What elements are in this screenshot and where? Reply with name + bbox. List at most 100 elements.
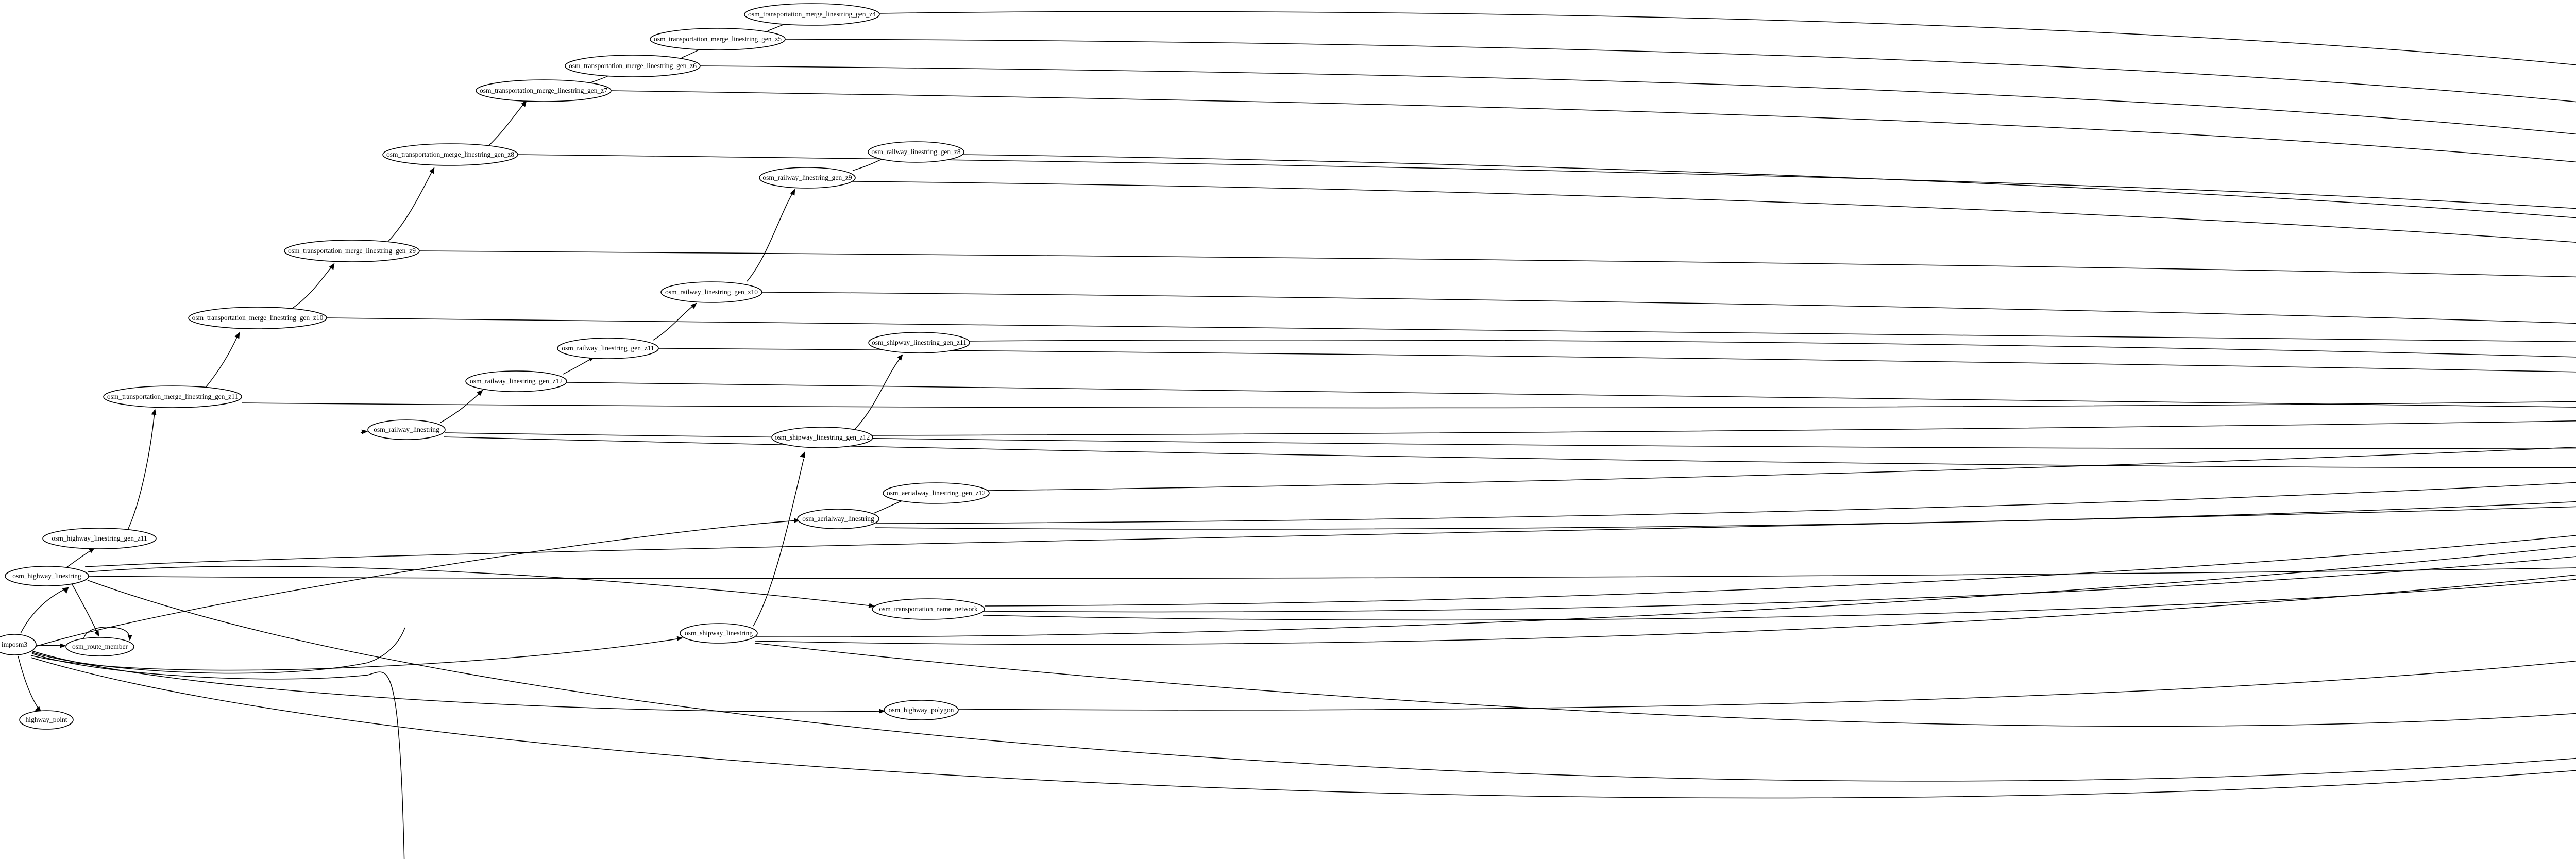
node-shape[interactable]: [868, 332, 970, 353]
node-imposm3[interactable]: imposm3: [0, 634, 37, 655]
node-osm-transportation-merge-linestring-gen-z6[interactable]: osm_transportation_merge_linestring_gen_…: [565, 55, 701, 77]
edge-imposm3-to-highway-linestring: [20, 587, 69, 634]
arrowhead: [60, 643, 66, 648]
arrowhead: [897, 354, 903, 361]
arrowhead: [361, 429, 368, 434]
node-shape[interactable]: [650, 28, 786, 50]
node-osm-transportation-merge-linestring-gen-z7[interactable]: osm_transportation_merge_linestring_gen_…: [476, 79, 612, 102]
node-osm-aerialway-linestring-gen-z12[interactable]: osm_aerialway_linestring_gen_z12: [883, 482, 990, 504]
edge-merge-z8-to-merge-z7: [487, 103, 525, 147]
node-shape[interactable]: [883, 482, 990, 504]
edge-route-member-self-loop: [83, 627, 130, 640]
node-shape[interactable]: [65, 637, 134, 656]
node-osm-transportation-merge-linestring-gen-z5[interactable]: osm_transportation_merge_linestring_gen_…: [650, 28, 786, 50]
node-osm-aerialway-linestring[interactable]: osm_aerialway_linestring: [797, 509, 879, 529]
edge-aerialway-z12-to-table-z12: [988, 447, 2576, 491]
edge-merge-z11-to-merge-z10: [205, 334, 239, 388]
edge-bundle-b: [30, 657, 2576, 799]
node-shape[interactable]: [465, 370, 567, 392]
node-osm-shipway-linestring-gen-z12[interactable]: osm_shipway_linestring_gen_z12: [771, 427, 873, 448]
edge-shipway-linestring-to-table-z13: [756, 546, 2576, 637]
edge-merge-z10-to-merge-z9: [291, 265, 333, 310]
node-shape[interactable]: [680, 623, 758, 644]
edge-railway-linestring-to-table-z13: [445, 432, 2576, 449]
nodes-layer: imposm3 highway_point osm_highway_linest…: [0, 3, 990, 730]
edge-railway-z11-to-table-z11: [658, 348, 2576, 373]
node-shape[interactable]: [284, 240, 420, 262]
node-osm-transportation-merge-linestring-gen-z8[interactable]: osm_transportation_merge_linestring_gen_…: [382, 143, 518, 166]
node-shape[interactable]: [42, 528, 157, 549]
node-shape[interactable]: [872, 598, 985, 620]
edge-railway-z8-to-table-z8: [960, 154, 2576, 218]
arrowhead: [429, 167, 435, 174]
edge-imposm3-to-railway-linestring: [31, 653, 405, 859]
edge-shipway-linestring-to-gen-z12: [753, 458, 804, 627]
node-shape[interactable]: [382, 143, 518, 166]
arrowhead: [151, 409, 157, 415]
node-osm-railway-linestring-gen-z11[interactable]: osm_railway_linestring_gen_z11: [557, 338, 659, 359]
edge-aerialway-linestring-to-table-z13: [875, 482, 2576, 524]
node-osm-transportation-merge-linestring-gen-z11[interactable]: osm_transportation_merge_linestring_gen_…: [103, 385, 242, 408]
arrowhead: [329, 263, 335, 270]
edge-railway-linestring-to-gen-z12: [440, 392, 481, 423]
node-highway-point[interactable]: highway_point: [19, 710, 74, 730]
node-shape[interactable]: [103, 385, 242, 408]
arrowhead: [868, 603, 875, 608]
edge-aerialway-linestring-to-table-z14: [874, 501, 2576, 530]
node-shape[interactable]: [660, 281, 762, 303]
node-osm-highway-polygon[interactable]: osm_highway_polygon: [884, 700, 959, 720]
node-shape[interactable]: [557, 338, 659, 359]
node-shape[interactable]: [771, 427, 873, 448]
arrowhead: [477, 390, 483, 396]
node-osm-railway-linestring[interactable]: osm_railway_linestring: [367, 419, 446, 440]
node-osm-route-member[interactable]: osm_route_member: [65, 637, 134, 656]
node-shape[interactable]: [0, 634, 37, 655]
edge-railway-z9-to-z8: [852, 157, 886, 171]
edge-shipway-z12-to-table-z12: [871, 420, 2576, 436]
node-osm-shipway-linestring-gen-z11[interactable]: osm_shipway_linestring_gen_z11: [868, 332, 970, 353]
node-osm-railway-linestring-gen-z9[interactable]: osm_railway_linestring_gen_z9: [759, 167, 856, 189]
edge-merge-z5-to-table-z5: [785, 39, 2576, 103]
edge-merge-z10-to-table-z10: [326, 317, 2576, 340]
node-osm-highway-linestring-gen-z11[interactable]: osm_highway_linestring_gen_z11: [42, 528, 157, 549]
edge-railway-z11-to-z10: [653, 305, 694, 341]
arrowhead: [62, 587, 69, 594]
node-osm-highway-linestring[interactable]: osm_highway_linestring: [5, 566, 89, 586]
edge-shipway-linestring-to-table-z14: [755, 574, 2576, 645]
node-shape[interactable]: [868, 141, 964, 163]
node-osm-transportation-name-network[interactable]: osm_transportation_name_network: [872, 598, 985, 620]
node-osm-railway-linestring-gen-z8[interactable]: osm_railway_linestring_gen_z8: [868, 141, 964, 163]
edge-shipway-z12-to-z11: [855, 357, 901, 429]
node-osm-railway-linestring-gen-z10[interactable]: osm_railway_linestring_gen_z10: [660, 281, 762, 303]
edge-merge-z9-to-table-z9: [419, 250, 2576, 278]
edge-imposm3-to-highway-point: [18, 655, 42, 713]
arrowhead: [127, 634, 132, 641]
node-shape[interactable]: [565, 55, 701, 77]
node-osm-transportation-merge-linestring-gen-z10[interactable]: osm_transportation_merge_linestring_gen_…: [188, 307, 327, 329]
node-shape[interactable]: [19, 710, 74, 730]
edge-railway-linestring-to-table-z14: [444, 436, 2576, 468]
node-shape[interactable]: [759, 167, 856, 189]
edge-bundle-a: [87, 580, 2576, 782]
edge-highway-linestring-to-route-member: [72, 584, 98, 634]
node-shape[interactable]: [884, 700, 959, 720]
arrowhead: [790, 189, 795, 196]
node-osm-shipway-linestring[interactable]: osm_shipway_linestring: [680, 623, 758, 644]
edge-name-network-to-table-z12: [984, 535, 2576, 607]
arrowhead: [676, 636, 683, 641]
node-osm-transportation-merge-linestring-gen-z4[interactable]: osm_transportation_merge_linestring_gen_…: [744, 3, 880, 26]
arrowhead: [234, 332, 240, 339]
node-shape[interactable]: [367, 419, 446, 440]
node-osm-railway-linestring-gen-z12[interactable]: osm_railway_linestring_gen_z12: [465, 370, 567, 392]
node-osm-transportation-merge-linestring-gen-z9[interactable]: osm_transportation_merge_linestring_gen_…: [284, 240, 420, 262]
node-shape[interactable]: [797, 509, 879, 529]
node-shape[interactable]: [5, 566, 89, 586]
edge-railway-z9-to-table-z9: [852, 181, 2576, 243]
edge-railway-z12-to-z11: [563, 358, 592, 375]
node-shape[interactable]: [744, 3, 880, 26]
edge-highway-gen-z11-to-merge-z11: [127, 412, 155, 531]
node-shape[interactable]: [476, 79, 612, 102]
node-shape[interactable]: [188, 307, 327, 329]
edge-highway-linestring-to-name-network: [87, 566, 873, 607]
